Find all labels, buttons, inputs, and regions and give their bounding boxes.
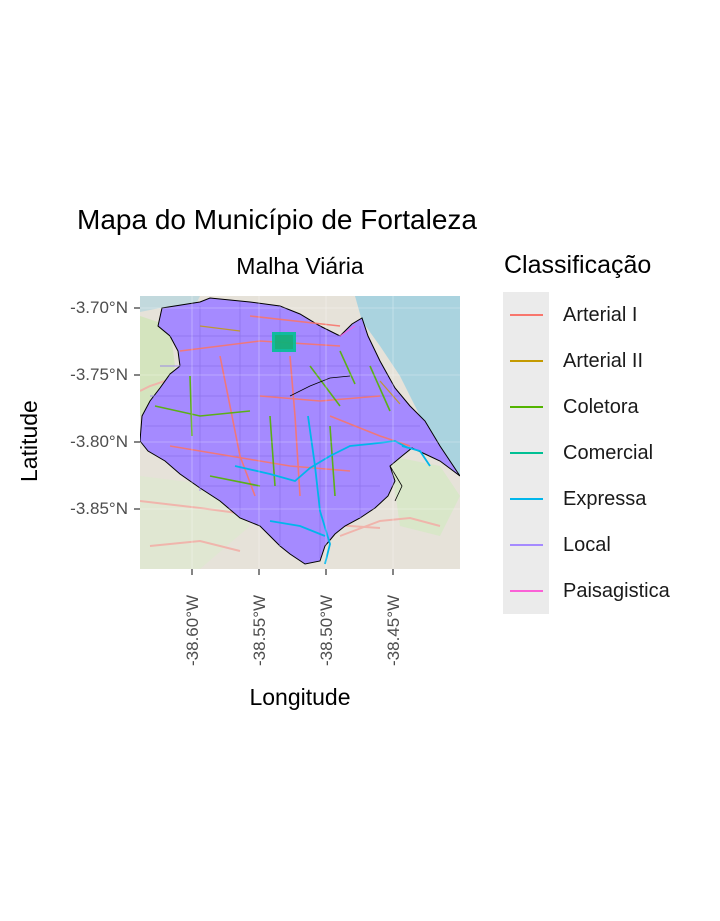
arterial-i-roads (169, 315, 411, 497)
x-axis-label: Longitude (249, 684, 351, 710)
legend-title: Classificação (504, 251, 652, 279)
legend-item-local: Local (503, 522, 703, 568)
legend-item-arterial-ii: Arterial II (503, 338, 703, 384)
y-tick-label: -3.70°N (70, 298, 128, 317)
legend-item-arterial-i: Arterial I (503, 292, 703, 338)
legend-key-line (510, 452, 543, 454)
legend-label: Arterial I (563, 304, 638, 326)
legend-item-coletora: Coletora (503, 384, 703, 430)
x-tick-label: -38.55°W (250, 594, 269, 666)
legend-label: Local (563, 534, 611, 556)
legend-key-line (510, 314, 543, 316)
arterial-ii-roads (199, 325, 401, 405)
legend-key-line (510, 544, 543, 546)
legend-label: Arterial II (563, 350, 644, 372)
comercial-area-inner (275, 335, 293, 349)
legend-item-expressa: Expressa (503, 476, 703, 522)
plot-title: Mapa do Município de Fortaleza (77, 204, 477, 235)
x-tick-label: -38.45°W (384, 594, 403, 666)
graticule (140, 296, 460, 569)
x-tick-label: -38.50°W (317, 594, 336, 666)
coletora-roads (154, 350, 391, 497)
basemap-park (390, 456, 460, 536)
legend-key-line (510, 590, 543, 592)
legend-item-comercial: Comercial (503, 430, 703, 476)
legend-key-line (510, 360, 543, 362)
map-svg (139, 296, 461, 569)
x-tick-label: -38.60°W (183, 594, 202, 666)
legend-label: Coletora (563, 396, 639, 418)
basemap-sea (355, 296, 460, 476)
legend-key-line (510, 406, 543, 408)
legend-label: Comercial (563, 442, 654, 464)
map-panel (139, 296, 461, 569)
legend-label: Paisagistica (563, 580, 670, 602)
y-tick-label: -3.75°N (70, 365, 128, 384)
legend-key-line (510, 498, 543, 500)
y-tick-label: -3.85°N (70, 499, 128, 518)
internal-boundaries (289, 375, 403, 502)
basemap-park (140, 316, 175, 416)
legend-label: Expressa (563, 488, 647, 510)
local-streets-texture (145, 302, 420, 558)
plot-subtitle: Malha Viária (236, 253, 364, 279)
y-tick-label: -3.80°N (70, 432, 128, 451)
paisagistica-roads (339, 325, 356, 337)
legend-item-paisagistica: Paisagistica (503, 568, 703, 614)
